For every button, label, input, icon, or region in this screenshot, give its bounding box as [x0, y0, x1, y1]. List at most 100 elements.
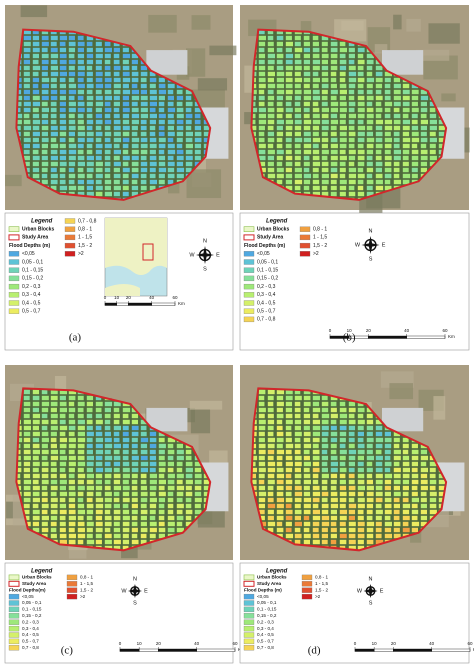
- urban-block: [113, 479, 121, 485]
- urban-block: [59, 161, 67, 167]
- urban-block: [59, 101, 66, 107]
- urban-block: [95, 155, 102, 161]
- urban-block: [122, 191, 129, 197]
- urban-block: [357, 119, 364, 125]
- urban-block: [411, 485, 418, 491]
- urban-block: [32, 65, 41, 71]
- urban-block: [285, 113, 292, 119]
- urban-block: [149, 515, 156, 521]
- urban-block: [312, 521, 320, 527]
- urban-block: [158, 77, 165, 83]
- urban-block: [402, 95, 410, 101]
- urban-block: [330, 161, 338, 167]
- urban-block: [303, 419, 311, 425]
- urban-block: [339, 71, 346, 77]
- urban-block: [59, 425, 68, 431]
- urban-block: [131, 437, 138, 443]
- industrial-area: [146, 50, 188, 75]
- urban-block: [285, 533, 294, 539]
- urban-block: [167, 503, 174, 509]
- urban-block: [158, 179, 165, 185]
- urban-block: [330, 41, 338, 47]
- urban-block: [122, 449, 129, 455]
- urban-block: [330, 59, 338, 65]
- urban-block: [258, 137, 265, 143]
- urban-block: [366, 527, 374, 533]
- urban-block: [420, 131, 427, 137]
- urban-block: [50, 389, 58, 395]
- urban-block: [321, 467, 328, 473]
- urban-block: [258, 167, 266, 173]
- urban-block: [149, 83, 156, 89]
- urban-block: [23, 65, 30, 71]
- urban-block: [267, 35, 274, 41]
- urban-block: [321, 161, 329, 167]
- urban-block: [303, 113, 310, 119]
- urban-block: [113, 53, 120, 59]
- urban-block: [131, 449, 138, 455]
- urban-block: [375, 491, 383, 497]
- urban-block: [41, 455, 48, 461]
- urban-block: [104, 407, 111, 413]
- urban-block: [23, 413, 30, 419]
- urban-block: [113, 473, 121, 479]
- urban-block: [113, 41, 120, 47]
- urban-block: [420, 143, 427, 149]
- urban-block: [23, 29, 31, 35]
- legend-title: Legend: [266, 569, 288, 575]
- urban-block: [321, 77, 329, 83]
- urban-block: [321, 461, 328, 467]
- urban-block: [285, 515, 293, 521]
- urban-block: [303, 437, 311, 443]
- urban-block: [285, 461, 293, 467]
- urban-block: [348, 65, 356, 71]
- urban-block: [411, 167, 418, 173]
- urban-block: [339, 449, 347, 455]
- urban-block: [68, 467, 75, 473]
- urban-block: [158, 485, 165, 491]
- urban-block: [50, 173, 58, 179]
- urban-block: [167, 119, 175, 125]
- urban-block: [113, 431, 120, 437]
- urban-block: [420, 101, 427, 107]
- urban-block: [348, 401, 356, 407]
- urban-block: [276, 437, 284, 443]
- urban-block: [23, 119, 31, 125]
- urban-block: [303, 101, 310, 107]
- urban-block: [131, 419, 139, 425]
- urban-block: [158, 101, 165, 107]
- urban-block: [167, 167, 175, 173]
- urban-block: [68, 107, 76, 113]
- urban-block: [59, 59, 67, 65]
- urban-block: [402, 107, 410, 113]
- urban-block: [176, 89, 183, 95]
- urban-block: [330, 77, 337, 83]
- urban-block: [330, 137, 338, 143]
- urban-block: [321, 71, 329, 77]
- urban-block: [50, 83, 57, 89]
- urban-block: [113, 443, 122, 449]
- urban-blocks: [251, 388, 447, 551]
- urban-block: [23, 71, 30, 77]
- urban-block: [68, 539, 76, 545]
- class-label: 0,2 - 0,3: [22, 284, 41, 290]
- urban-block: [285, 455, 293, 461]
- urban-block: [59, 521, 66, 527]
- class-swatch: [8, 600, 20, 606]
- urban-block: [357, 191, 365, 197]
- urban-block: [104, 53, 111, 59]
- urban-block: [402, 155, 409, 161]
- urban-block: [285, 41, 293, 47]
- urban-block: [50, 521, 57, 527]
- urban-block: [167, 449, 175, 455]
- urban-block: [59, 479, 67, 485]
- class-swatch: [243, 613, 255, 619]
- urban-block: [167, 473, 175, 479]
- urban-block: [104, 455, 113, 461]
- urban-block: [375, 107, 383, 113]
- urban-block: [393, 503, 401, 509]
- urban-block: [167, 497, 174, 503]
- urban-block: [384, 125, 393, 131]
- urban-block: [267, 47, 275, 53]
- urban-block: [285, 479, 293, 485]
